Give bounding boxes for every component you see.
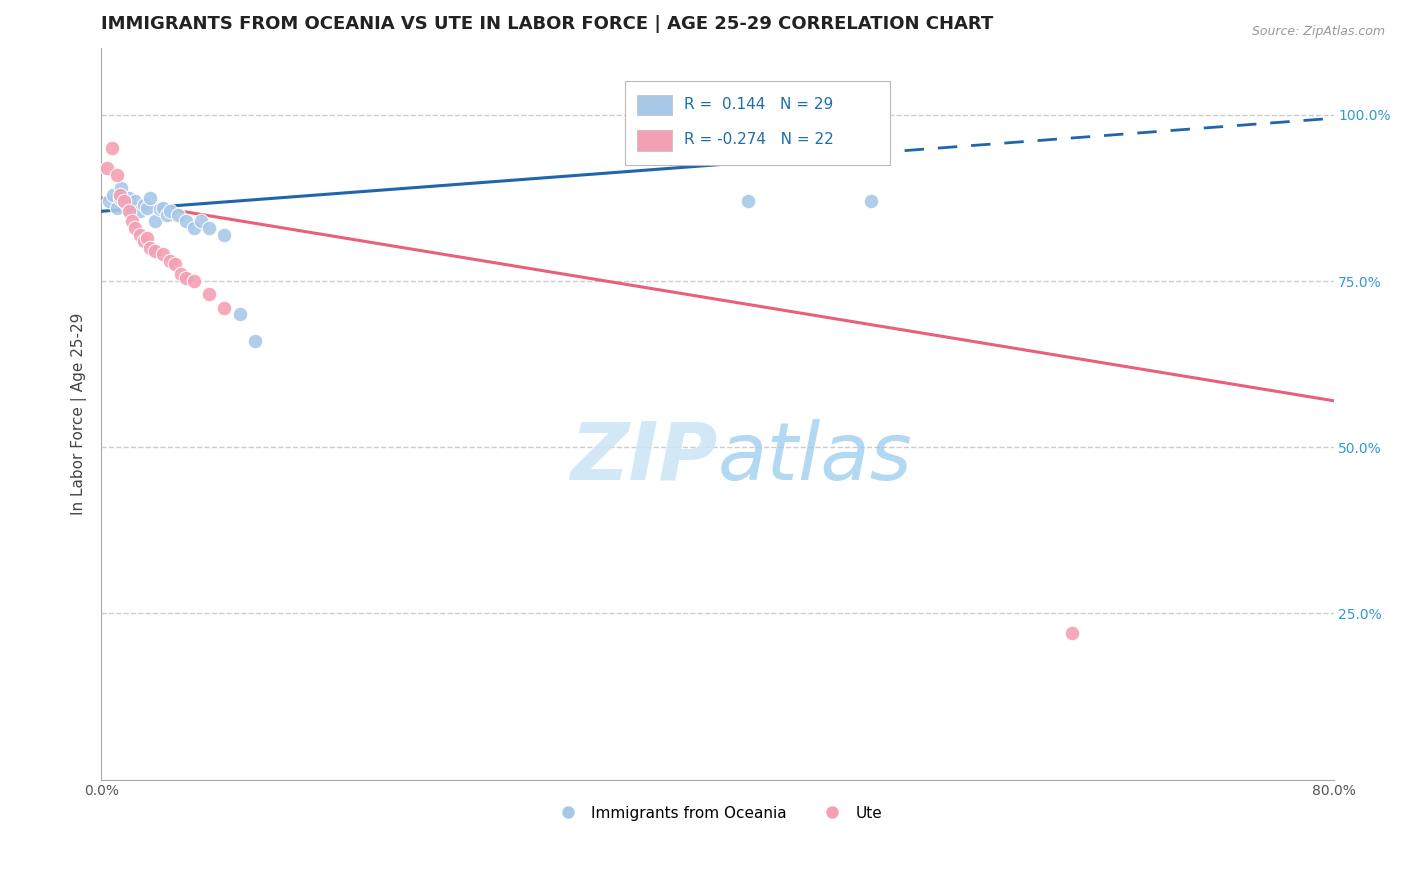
Point: [1060, 626, 1083, 640]
Text: R = -0.274   N = 22: R = -0.274 N = 22: [685, 132, 834, 147]
Point: [149, 202, 172, 217]
Text: atlas: atlas: [717, 419, 912, 497]
Point: [737, 194, 759, 209]
Point: [170, 268, 193, 282]
Point: [143, 244, 166, 259]
Y-axis label: In Labor Force | Age 25-29: In Labor Force | Age 25-29: [72, 313, 87, 516]
Point: [214, 227, 236, 242]
Point: [124, 194, 146, 209]
Text: IMMIGRANTS FROM OCEANIA VS UTE IN LABOR FORCE | AGE 25-29 CORRELATION CHART: IMMIGRANTS FROM OCEANIA VS UTE IN LABOR …: [101, 15, 994, 33]
Point: [198, 287, 221, 301]
Point: [97, 194, 120, 209]
Point: [152, 247, 174, 261]
Text: Source: ZipAtlas.com: Source: ZipAtlas.com: [1251, 25, 1385, 38]
FancyBboxPatch shape: [637, 130, 672, 151]
Point: [108, 191, 131, 205]
Point: [110, 181, 132, 195]
Point: [159, 254, 181, 268]
Point: [112, 194, 135, 209]
Point: [136, 231, 159, 245]
Point: [139, 241, 162, 255]
Point: [174, 214, 197, 228]
Point: [156, 208, 179, 222]
Point: [174, 270, 197, 285]
FancyBboxPatch shape: [624, 81, 890, 165]
Point: [190, 214, 212, 228]
Point: [243, 334, 266, 348]
Point: [117, 197, 139, 211]
Point: [112, 194, 135, 209]
FancyBboxPatch shape: [637, 95, 672, 115]
Point: [860, 194, 883, 209]
Point: [96, 161, 118, 175]
Point: [229, 307, 252, 321]
Point: [105, 168, 128, 182]
Point: [128, 227, 150, 242]
Point: [128, 204, 150, 219]
Point: [165, 257, 187, 271]
Point: [183, 274, 205, 288]
Point: [121, 201, 143, 215]
Point: [159, 204, 181, 219]
Point: [124, 221, 146, 235]
Point: [139, 191, 162, 205]
Point: [198, 221, 221, 235]
Point: [103, 187, 125, 202]
Point: [214, 301, 236, 315]
Point: [134, 197, 156, 211]
Point: [143, 214, 166, 228]
Legend: Immigrants from Oceania, Ute: Immigrants from Oceania, Ute: [547, 799, 889, 827]
Text: ZIP: ZIP: [569, 419, 717, 497]
Point: [108, 187, 131, 202]
Point: [118, 191, 141, 205]
Point: [121, 214, 143, 228]
Point: [136, 201, 159, 215]
Point: [101, 141, 124, 155]
Point: [183, 221, 205, 235]
Point: [105, 201, 128, 215]
Point: [118, 204, 141, 219]
Text: R =  0.144   N = 29: R = 0.144 N = 29: [685, 97, 834, 112]
Point: [134, 234, 156, 248]
Point: [152, 201, 174, 215]
Point: [167, 208, 190, 222]
